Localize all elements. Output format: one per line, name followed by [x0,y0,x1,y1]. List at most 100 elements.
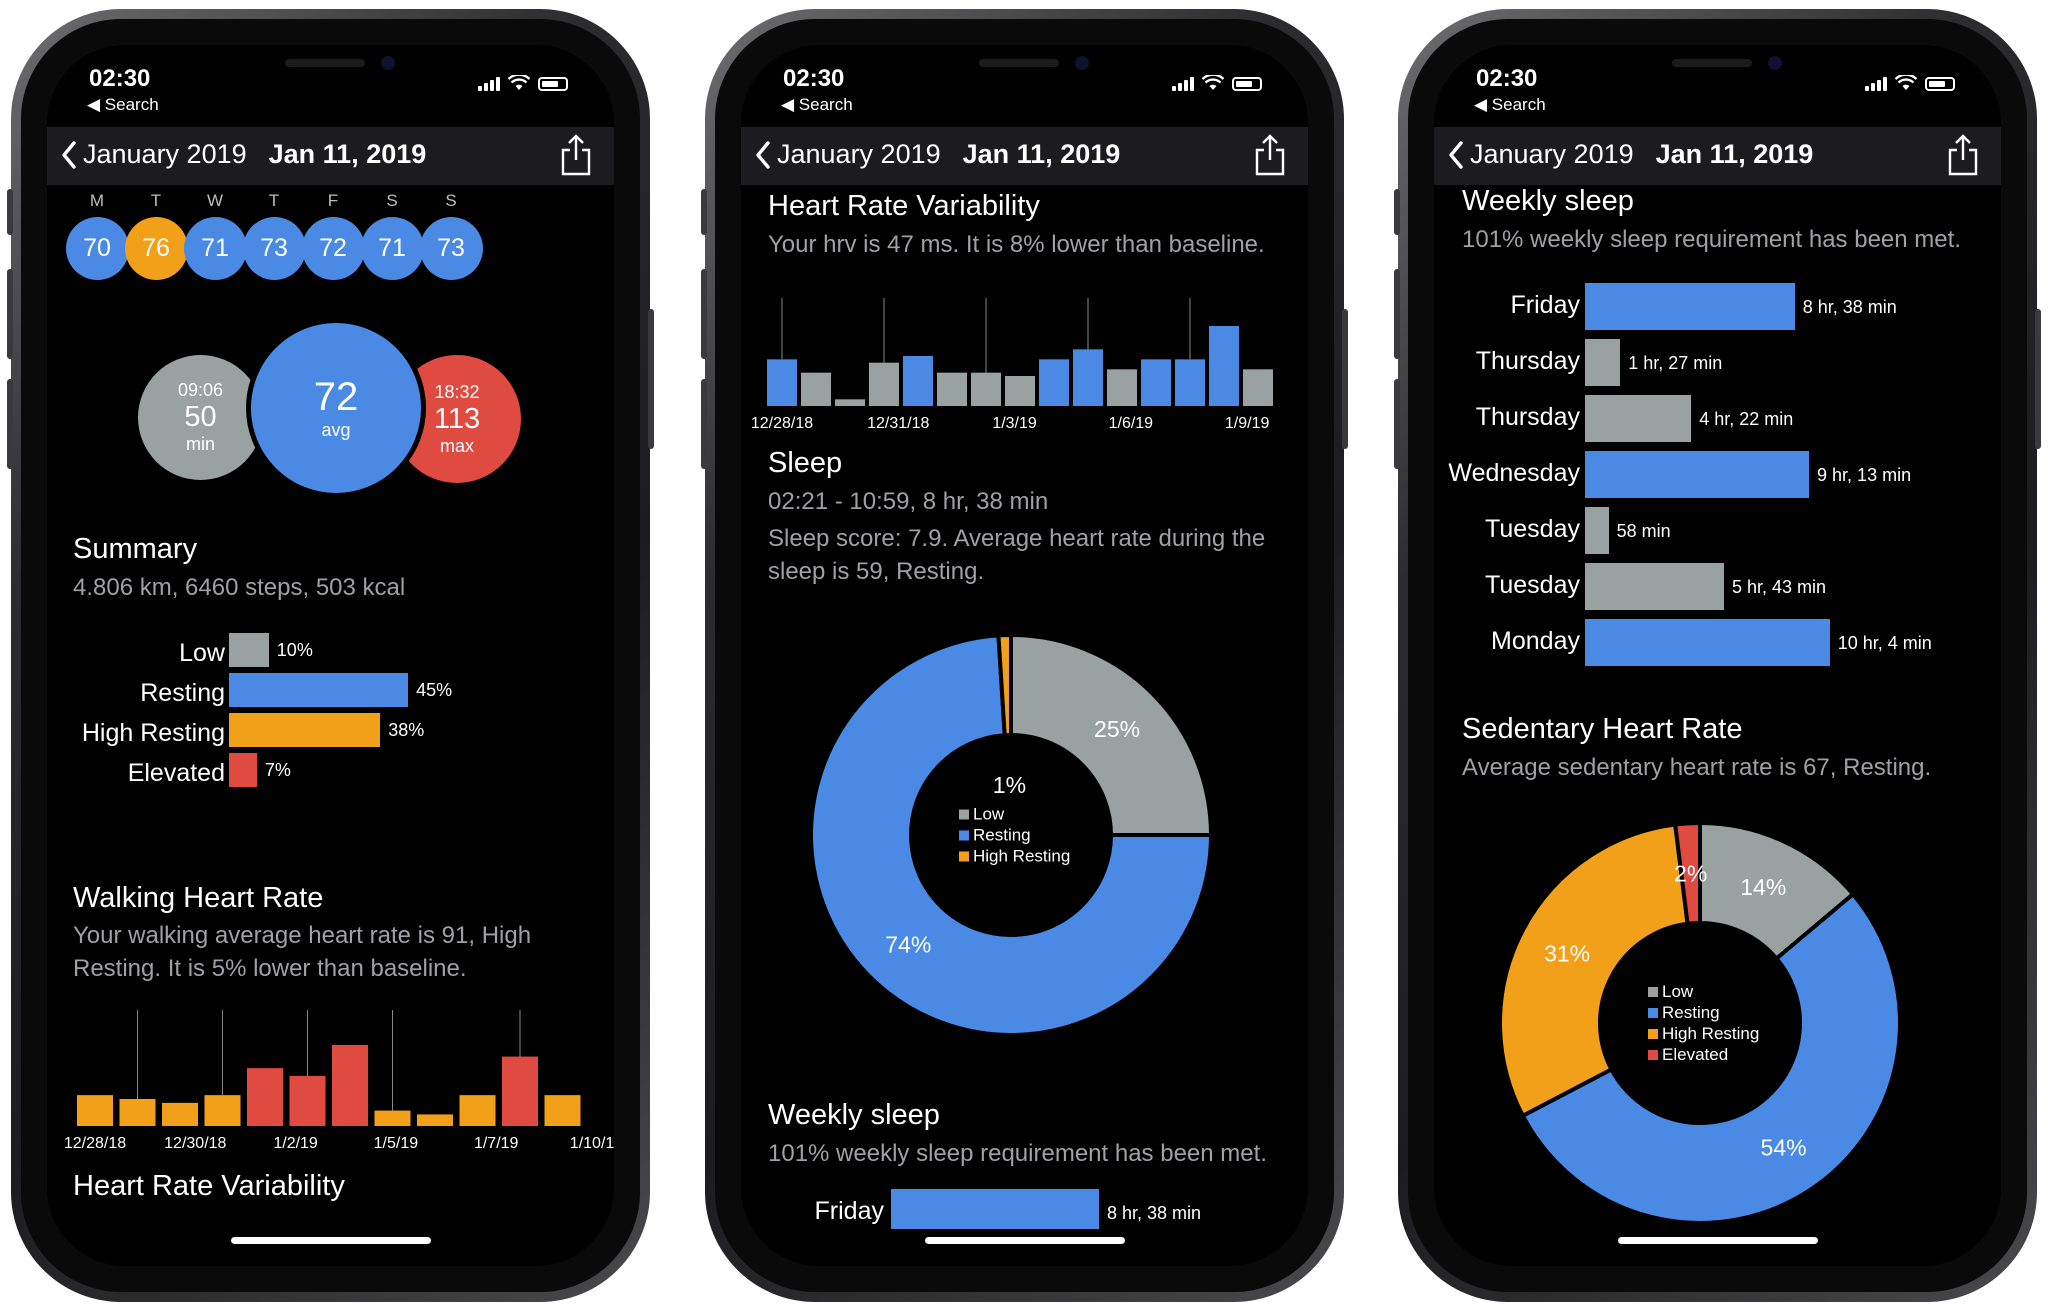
day-3[interactable]: T 73 [242,191,306,280]
max-time: 18:32 [434,381,480,402]
chart-bar [417,1114,453,1126]
legend-swatch [1648,987,1658,997]
nav-bar: January 2019 Jan 11, 2019 [1434,127,2001,185]
battery-icon [1925,77,1955,91]
wifi-icon [508,75,530,90]
slice-label: 74% [885,931,931,957]
back-button[interactable]: January 2019 Jan 11, 2019 [1448,139,1813,170]
screen-weekly-sleep[interactable]: 02:30 ◀ Search January 2019 Jan 11, 2019… [1434,45,2001,1266]
zone-label: Resting [140,679,225,707]
home-indicator[interactable] [1617,1237,1818,1244]
back-to-search[interactable]: ◀ Search [87,95,159,114]
wifi-icon [1202,75,1224,90]
day-2[interactable]: W 71 [183,191,247,280]
weekly-sleep-text-s2: 101% weekly sleep requirement has been m… [768,1140,1267,1167]
chart-bar [119,1099,156,1126]
chart-bar [1039,359,1069,406]
chart-bar [77,1095,113,1126]
chart-bar [1141,359,1171,406]
chart-bar [1107,369,1137,406]
nav-bar: January 2019 Jan 11, 2019 [741,127,1308,185]
cellular-signal-icon [1865,77,1887,91]
chart-bar [332,1045,368,1126]
back-button[interactable]: January 2019 Jan 11, 2019 [755,139,1120,170]
sleep-bar [1585,339,1621,386]
weekly-sleep-text: 101% weekly sleep requirement has been m… [1462,226,1961,253]
share-icon[interactable] [560,133,592,177]
chart-bar [903,356,933,406]
legend-label: High Resting [1662,1024,1759,1043]
share-icon[interactable] [1254,133,1286,177]
day-1[interactable]: T 76 [124,191,188,280]
donut-slice [996,632,1013,738]
day-6[interactable]: S 73 [419,191,483,280]
day-heart-rate-circle: 71 [183,217,247,280]
avg-value: 72 [313,375,359,419]
zone-label: High Resting [81,719,225,747]
summary-text: 4.806 km, 6460 steps, 503 kcal [73,574,406,601]
notch [1567,45,1868,103]
day-5[interactable]: S 71 [360,191,424,280]
phone-3: 02:30 ◀ Search January 2019 Jan 11, 2019… [1394,9,2041,1302]
day-4[interactable]: F 72 [301,191,365,280]
sleep-bar [1585,507,1609,554]
day-heart-rate-circle: 73 [242,217,306,280]
back-button[interactable]: January 2019 Jan 11, 2019 [61,139,426,170]
chart-bar [162,1102,198,1126]
zone-value: 38% [388,720,425,740]
status-icons [478,75,568,91]
legend-label: Resting [973,826,1031,845]
sleep-row-bar [891,1189,1099,1229]
zone-bar [229,713,381,747]
home-indicator[interactable] [924,1237,1125,1244]
weekly-sleep-chart: Friday 8 hr, 38 min Thursday 1 hr, 27 min Th… [1434,281,2001,681]
day-heart-rate-circle: 71 [360,217,424,280]
share-icon[interactable] [1947,133,1979,177]
day-0[interactable]: M 70 [65,191,129,280]
chart-bar [1243,369,1273,406]
chevron-left-icon [1449,140,1463,169]
status-icons [1172,75,1262,91]
walking-text: Your walking average heart rate is 91, H… [73,922,532,982]
back-to-search[interactable]: ◀ Search [781,95,853,114]
walking-title: Walking Heart Rate [73,882,324,914]
sedentary-title: Sedentary Heart Rate [1462,713,1743,745]
chart-bar [502,1056,538,1126]
zone-value: 45% [416,680,453,700]
chart-bar [1005,376,1035,406]
back-to-search[interactable]: ◀ Search [1474,95,1546,114]
sleep-duration-label: 9 hr, 13 min [1817,465,1912,485]
x-tick-label: 1/10/19 [570,1135,614,1152]
hrv-text: Your hrv is 47 ms. It is 8% lower than b… [768,231,1265,258]
slice-label: 1% [993,772,1026,798]
battery-icon [1232,77,1262,91]
x-tick-label: 1/9/19 [1225,415,1270,432]
donut-slice [809,633,1214,1037]
zone-label: Elevated [127,759,225,787]
donut-slice [1009,632,1214,837]
legend-label: Low [1662,982,1694,1001]
legend-swatch [1648,1008,1658,1018]
chevron-left-icon [62,140,76,169]
back-app-label: Search [798,95,853,114]
weekly-sleep-title: Weekly sleep [1462,185,1634,217]
chart-bar [247,1068,283,1126]
nav-title: Jan 11, 2019 [1655,139,1814,169]
zone-row: Elevated 7% [57,751,597,797]
x-tick-label: 12/28/18 [64,1135,126,1152]
weekday-label: W [206,191,224,210]
summary-title: Summary [73,533,198,565]
camera-icon [1767,56,1782,70]
weekday-label: S [386,191,398,210]
screen-hrv-sleep[interactable]: 02:30 ◀ Search January 2019 Jan 11, 2019… [741,45,1308,1266]
screen-day-summary[interactable]: 02:30 ◀ Search January 2019 Jan 11, 2019… [47,45,614,1266]
nav-title: Jan 11, 2019 [268,139,427,169]
sedentary-text: Average sedentary heart rate is 67, Rest… [1462,754,1932,781]
heart-rate-zones-chart: Low 10% Resting 45% High Resting 38% Elevated 7… [57,631,597,831]
sleep-day-label: Thursday [1475,403,1580,431]
back-app-label: Search [104,95,159,114]
home-indicator[interactable] [230,1237,431,1244]
sleep-donut-chart: 25% 74% 1% Low Resting High Resting [809,632,1214,1037]
sleep-duration-label: 4 hr, 22 min [1699,409,1794,429]
camera-icon [380,56,395,70]
